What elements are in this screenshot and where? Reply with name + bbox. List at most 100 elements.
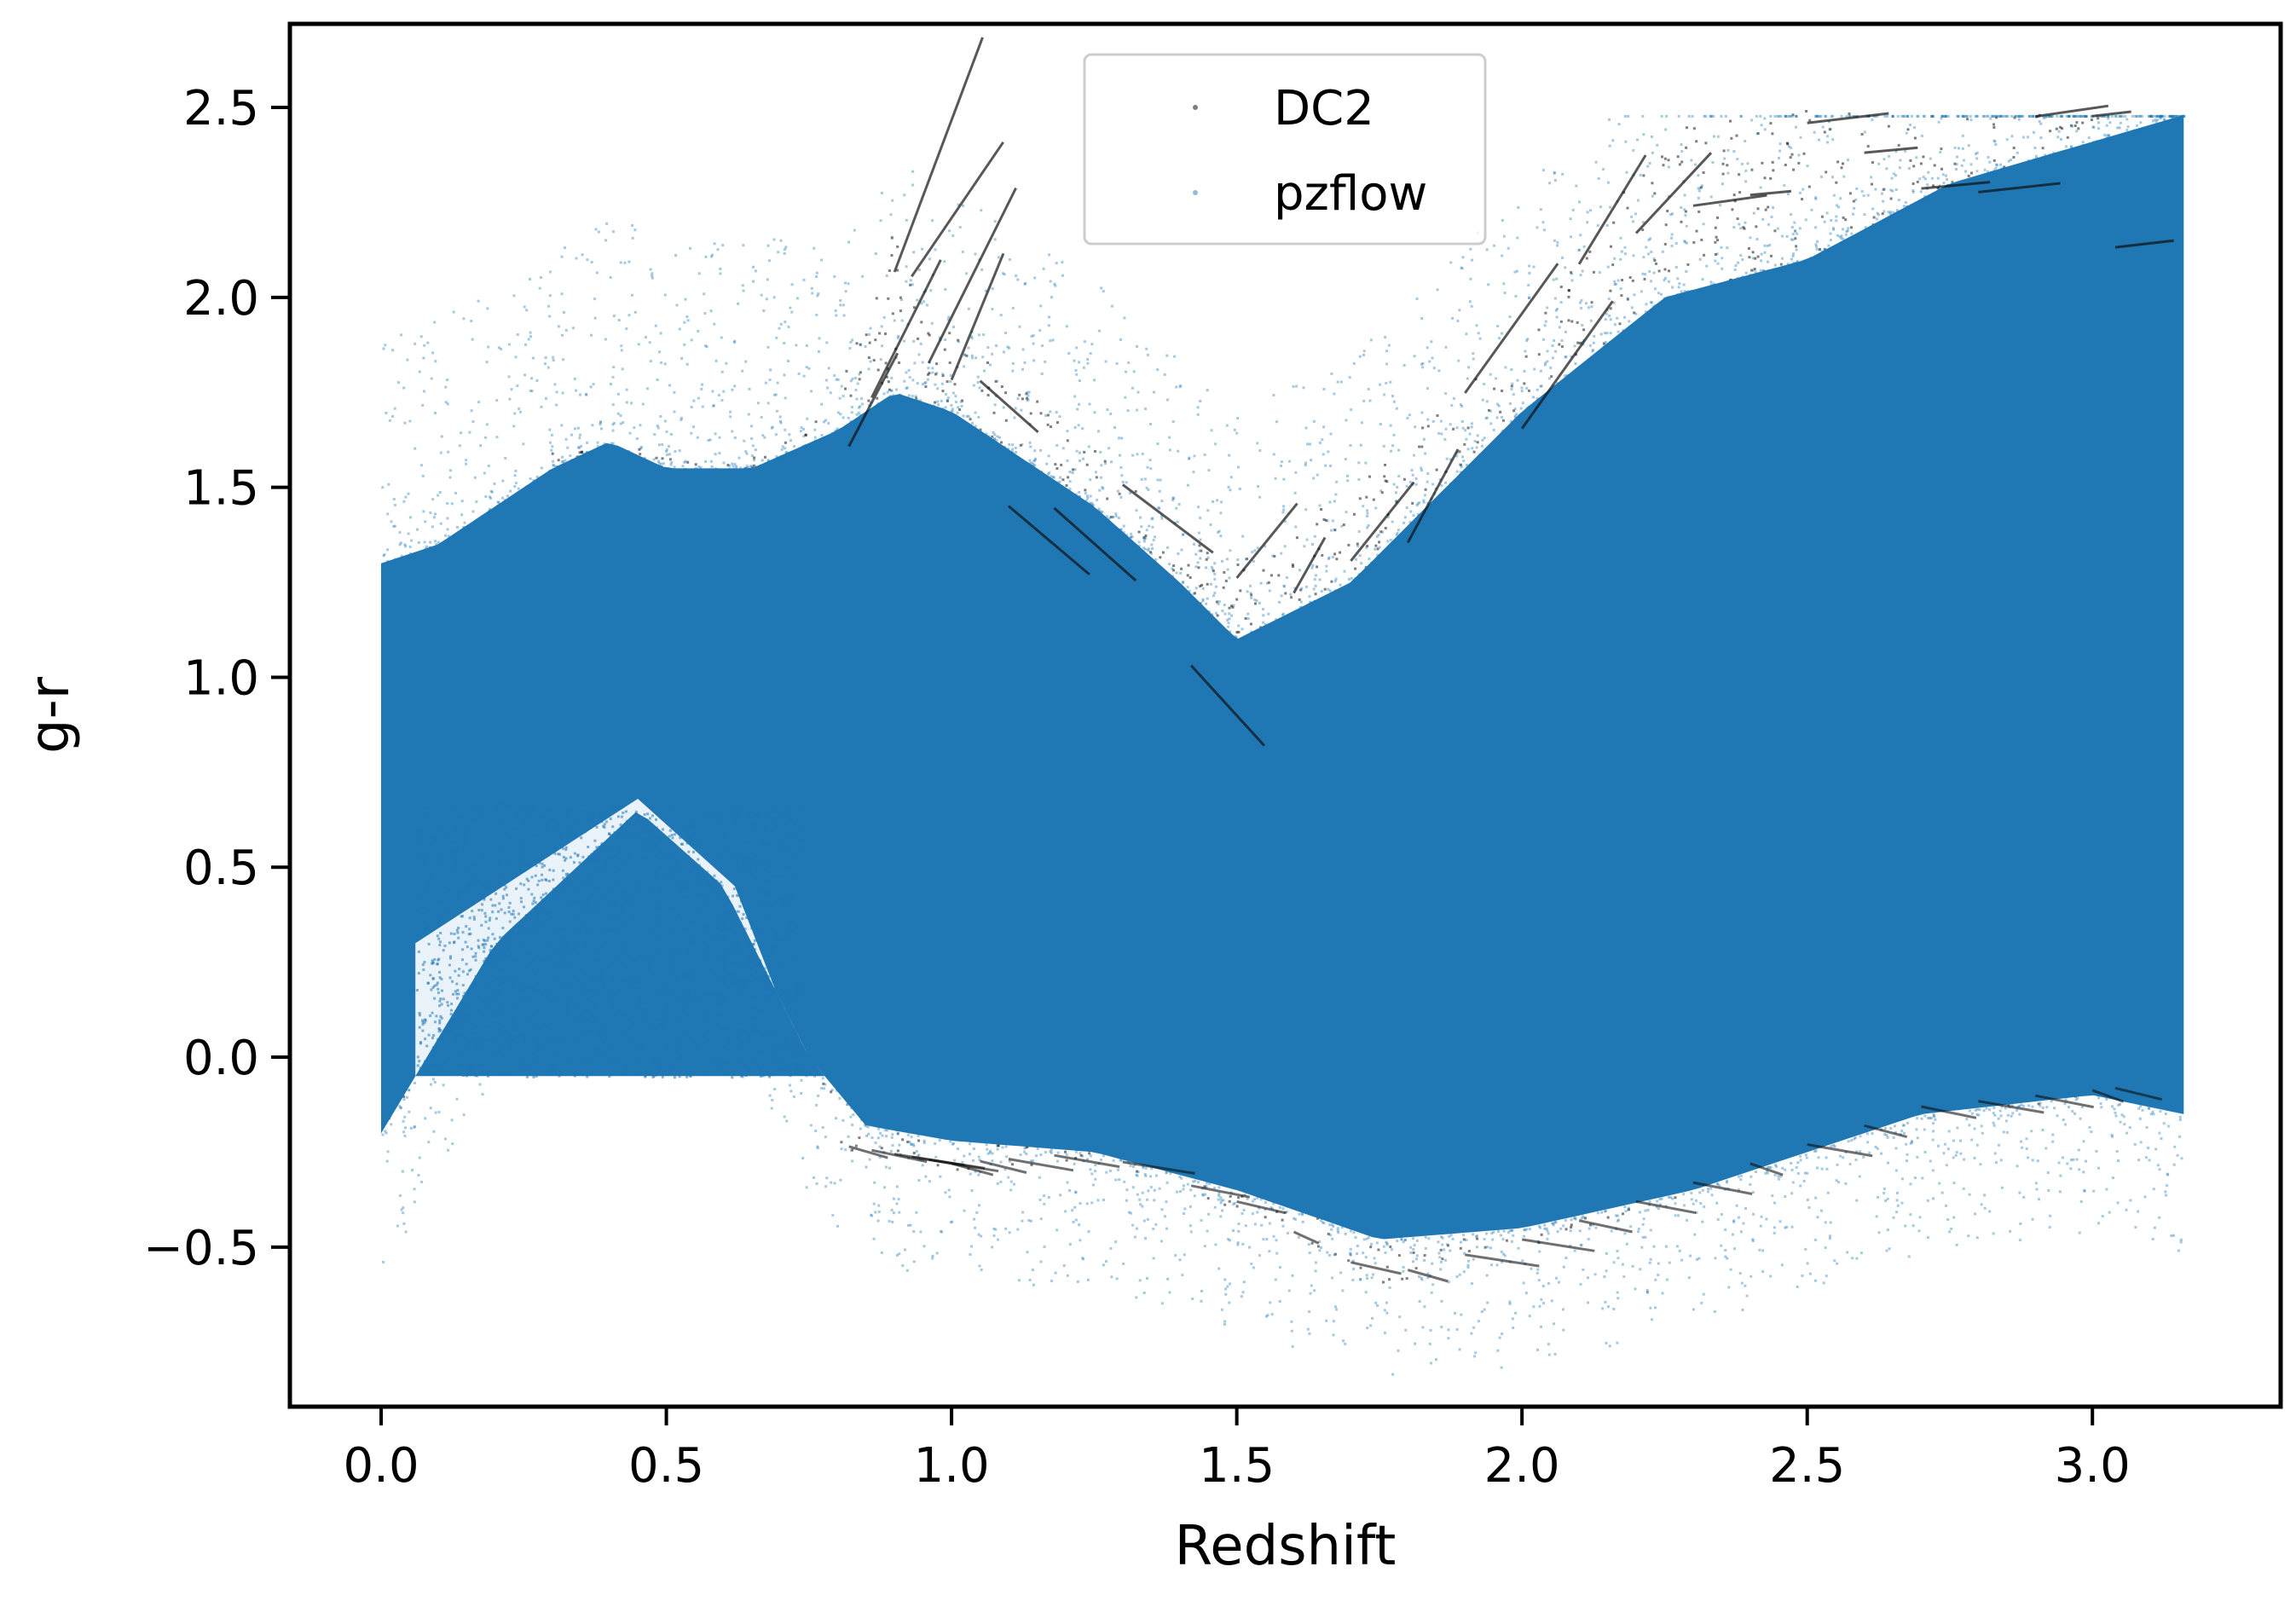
dc2-point <box>1735 134 1738 137</box>
dc2-point <box>814 420 818 424</box>
dc2-point <box>1797 161 1801 165</box>
dc2-point <box>1079 1153 1083 1157</box>
dc2-point <box>1159 556 1162 559</box>
dc2-point <box>1844 218 1848 222</box>
dc2-point <box>1609 289 1612 292</box>
dc2-point <box>830 1090 833 1094</box>
dc2-point <box>1066 439 1069 442</box>
dc2-point <box>1187 564 1190 567</box>
dc2-point <box>885 375 888 379</box>
dc2-point <box>1692 127 1696 130</box>
dc2-point <box>2096 117 2100 120</box>
dc2-point <box>1030 1163 1033 1166</box>
dc2-point <box>1359 1266 1362 1269</box>
dc2-point <box>1676 155 1680 159</box>
dc2-point <box>2091 119 2093 122</box>
dc2-point <box>1384 527 1387 529</box>
dc2-point <box>1501 390 1504 392</box>
dc2-point <box>1347 543 1350 546</box>
dc2-point <box>1570 320 1574 323</box>
dc2-point <box>1333 1252 1337 1256</box>
dc2-point <box>1310 1241 1314 1245</box>
dc2-point <box>402 1095 406 1098</box>
dc2-point <box>1807 185 1811 188</box>
dc2-point <box>1773 229 1777 233</box>
dc2-point <box>886 367 889 370</box>
dc2-point <box>1137 530 1141 534</box>
dc2-point <box>1333 552 1337 556</box>
dc2-point <box>1262 569 1265 572</box>
dc2-point <box>1200 583 1204 587</box>
dc2-point <box>1567 319 1570 322</box>
dc2-point <box>1747 247 1750 250</box>
dc2-point <box>1674 1196 1677 1199</box>
dc2-point <box>1435 468 1438 471</box>
dc2-point <box>1488 408 1490 412</box>
dc2-point <box>1842 162 1844 165</box>
dc2-point <box>1106 497 1109 500</box>
dc2-point <box>1537 353 1541 356</box>
dc2-point <box>1405 1277 1408 1280</box>
dc2-point <box>1385 480 1389 483</box>
dc2-point <box>1418 445 1421 448</box>
dc2-point <box>1970 171 1973 175</box>
dc2-point <box>1384 479 1387 483</box>
dc2-point <box>1426 425 1430 428</box>
dc2-point <box>858 378 861 381</box>
dc2-point <box>1835 181 1838 184</box>
dc2-point <box>1653 259 1657 262</box>
dc2-point <box>751 466 754 470</box>
dc2-point <box>1729 119 1732 123</box>
dc2-point <box>2073 124 2077 127</box>
dc2-point <box>1324 518 1327 522</box>
dc2-point <box>1244 617 1247 620</box>
dc2-point <box>1585 257 1588 260</box>
dc2-point <box>1628 1208 1630 1211</box>
dc2-point <box>1273 555 1276 558</box>
dc2-point <box>1000 385 1003 388</box>
dc2-point <box>1748 256 1751 259</box>
dc2-point <box>1290 596 1293 599</box>
dc2-point <box>1866 145 1870 147</box>
dc2-point <box>1667 159 1670 162</box>
dc2-point <box>1559 320 1563 323</box>
dc2-point <box>1906 128 1910 131</box>
dc2-point <box>887 380 890 384</box>
dc2-point <box>943 348 946 351</box>
dc2-point <box>1589 1223 1592 1227</box>
dc2-point <box>1236 564 1240 566</box>
dc2-point <box>1084 488 1087 492</box>
dc2-point <box>2012 156 2016 159</box>
dc2-point <box>1820 215 1824 218</box>
dc2-point <box>1823 130 1826 134</box>
dc2-point <box>1512 409 1516 413</box>
dc2-point <box>2069 124 2073 127</box>
dc2-point <box>1215 600 1218 604</box>
dc2-point <box>1206 582 1209 586</box>
dc2-point <box>2055 127 2058 130</box>
dc2-point <box>1246 558 1249 561</box>
dc2-point <box>887 297 890 300</box>
dc2-point <box>912 306 916 309</box>
dc2-point <box>1216 614 1219 617</box>
dc2-point <box>953 383 957 386</box>
dc2-point <box>1203 1185 1206 1188</box>
dc2-point <box>1714 226 1717 229</box>
dc2-point <box>878 332 882 335</box>
dc2-point <box>1795 245 1798 248</box>
dc2-point <box>1653 192 1657 195</box>
dc2-point <box>1882 188 1886 191</box>
dc2-point <box>1322 518 1326 521</box>
dc2-point <box>1848 113 1851 115</box>
dc2-point <box>948 332 951 335</box>
dc2-point <box>1483 1246 1487 1249</box>
dc2-point <box>1897 143 1900 147</box>
dc2-point <box>1335 558 1339 561</box>
dc2-point <box>1269 574 1273 577</box>
dc2-point <box>1212 569 1215 573</box>
dc2-point <box>1626 206 1629 210</box>
dc2-point <box>1330 580 1333 583</box>
dc2-point <box>1466 426 1470 430</box>
dc2-point <box>557 459 560 462</box>
dc2-point <box>1699 186 1703 189</box>
